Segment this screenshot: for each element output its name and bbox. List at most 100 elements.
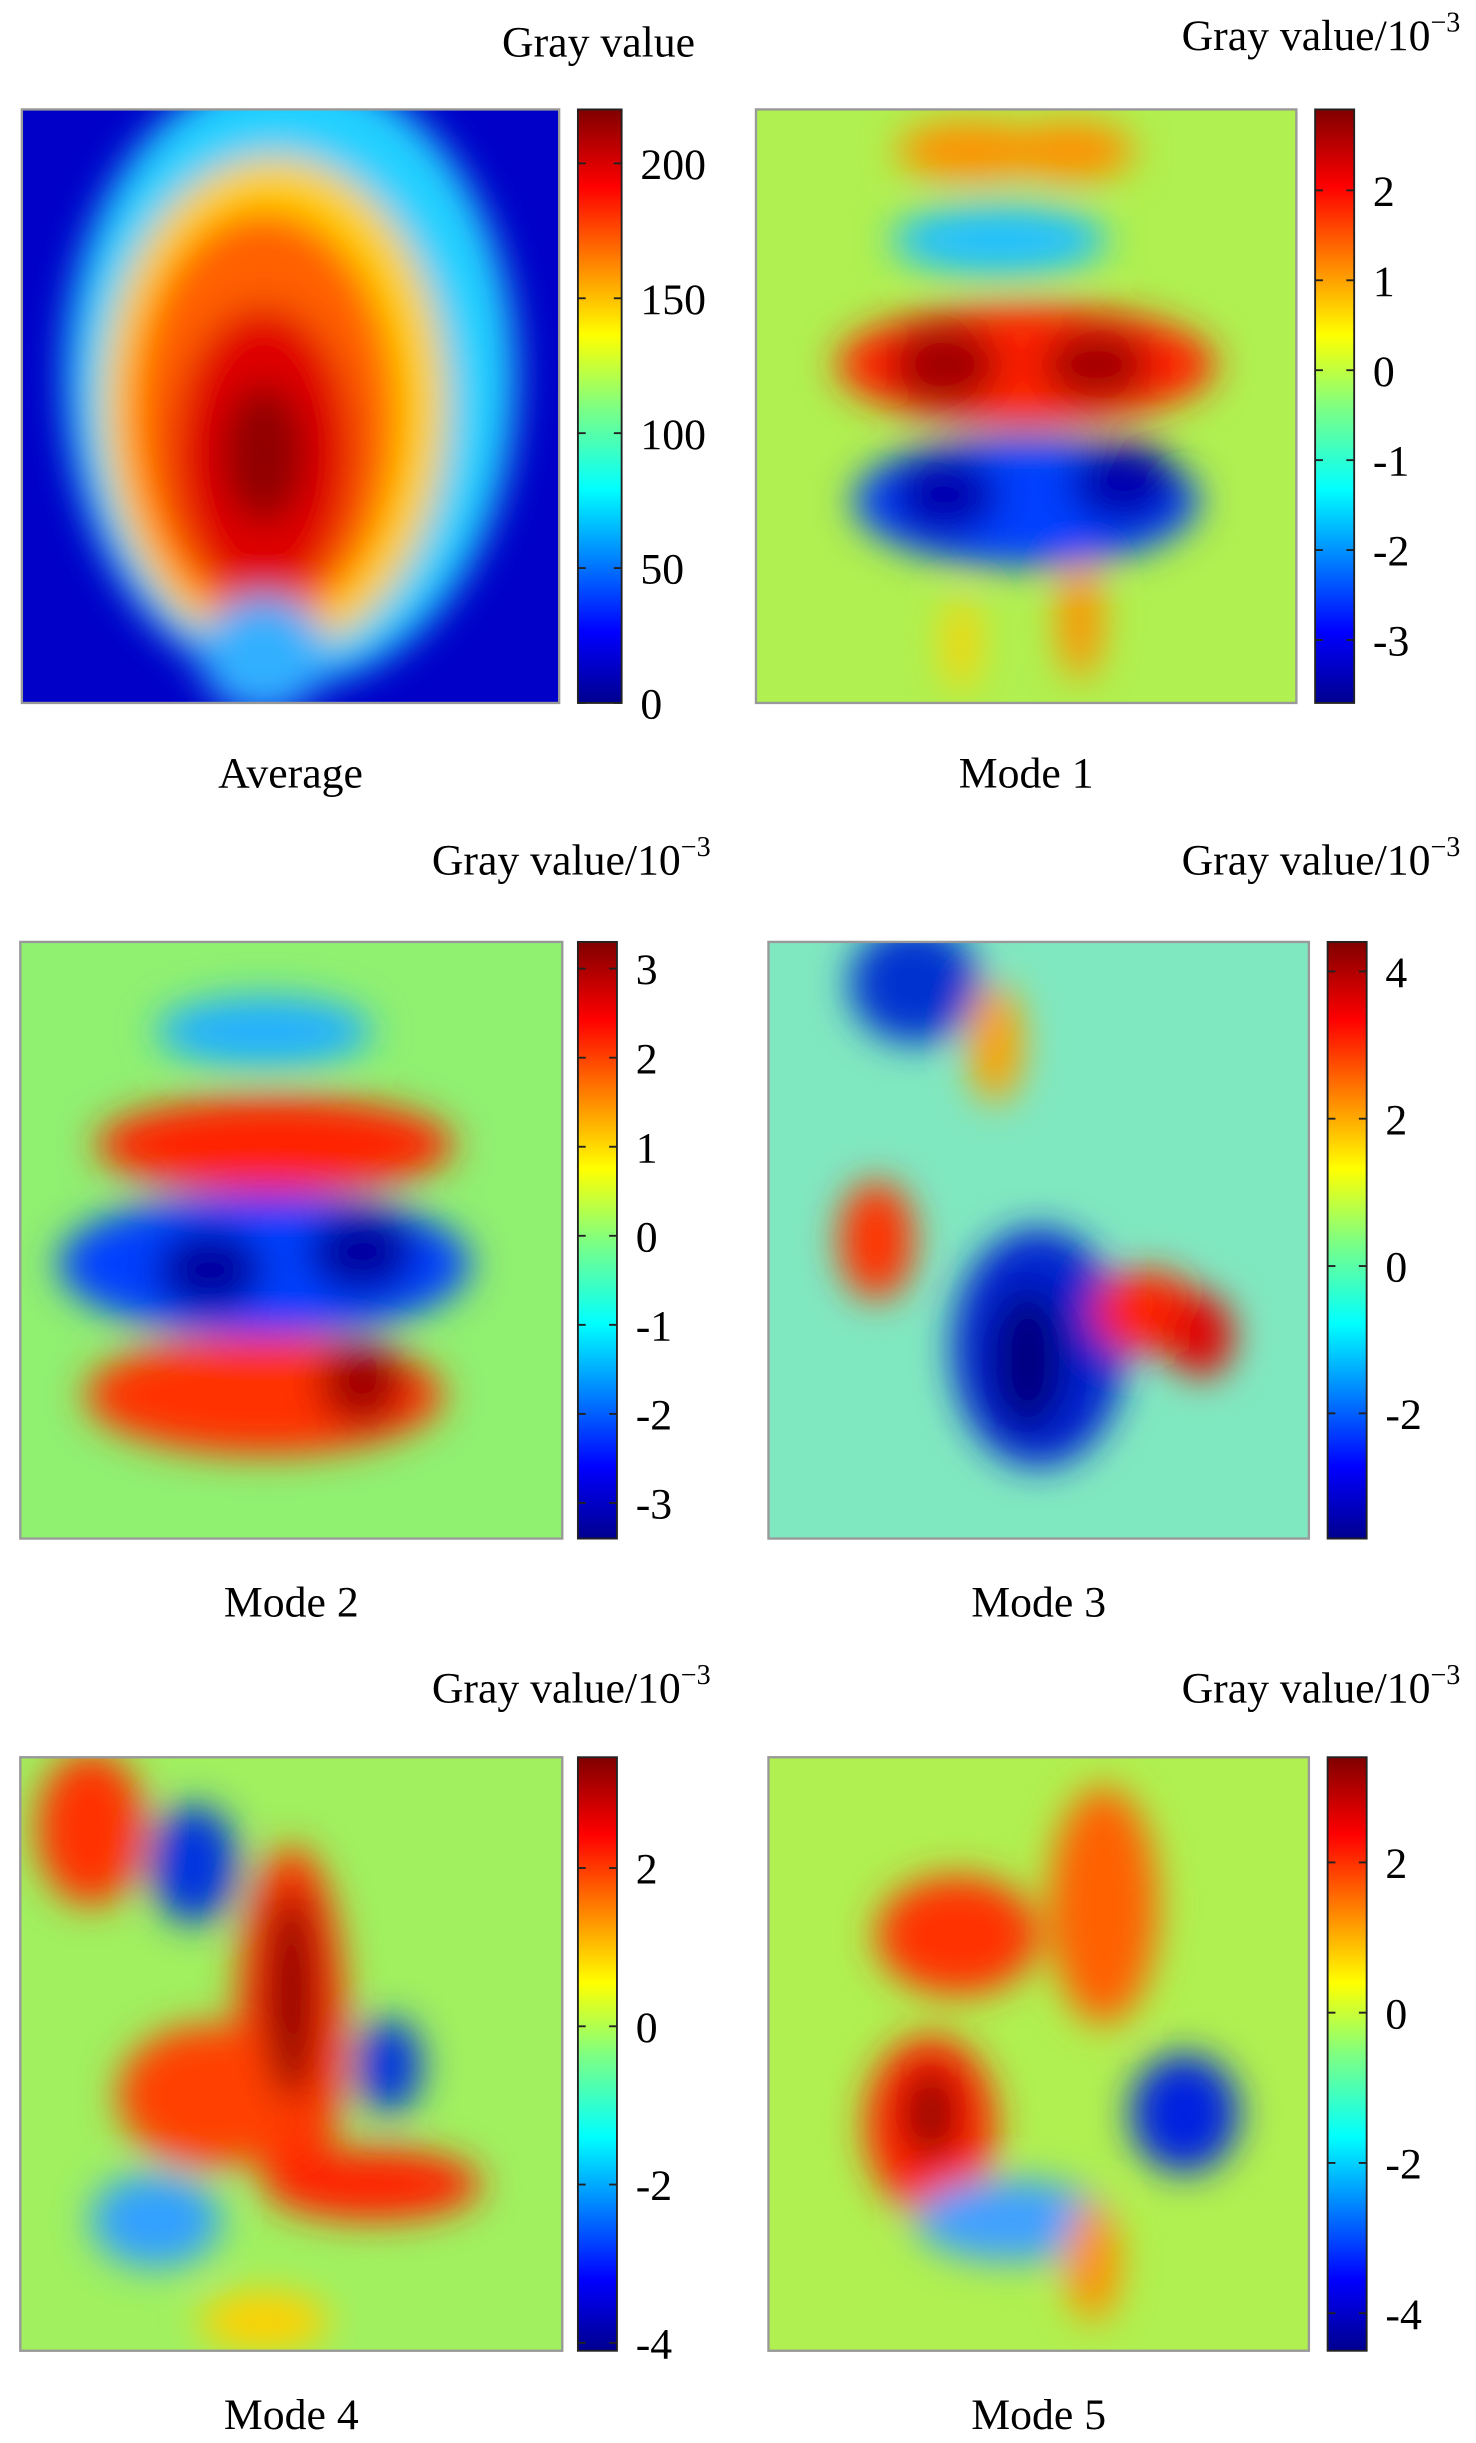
colorbar-label: Gray value/10−3 <box>1182 7 1461 60</box>
heatmap-blob <box>903 2065 958 2161</box>
panel-caption: Mode 3 <box>971 1579 1106 1627</box>
colorbar-tick-label: 0 <box>636 1213 658 1261</box>
colorbar-tick-label: -1 <box>636 1302 672 1350</box>
colorbar <box>1326 1756 1368 2352</box>
heatmap-blob <box>117 2024 303 2167</box>
heatmap-blob <box>264 1887 319 2102</box>
heatmap-blob <box>891 204 1108 276</box>
colorbar-tick-label: 100 <box>640 411 706 459</box>
colorbar-label: Gray value/10−3 <box>432 1660 711 1713</box>
heatmap-blob <box>155 995 373 1068</box>
heatmap-blob <box>968 983 1023 1104</box>
colorbar-tick-label: -4 <box>636 2320 673 2368</box>
heatmap <box>20 941 563 1539</box>
colorbar-tick-label: -2 <box>636 1392 672 1440</box>
colorbar-tick-label: -2 <box>636 2162 672 2210</box>
heatmap-blob <box>36 1757 145 1906</box>
heatmap <box>768 941 1309 1539</box>
colorbar-tick-label: 1 <box>1373 258 1395 306</box>
heatmap-frame <box>767 940 1311 1540</box>
panel-caption: Mode 1 <box>959 749 1094 797</box>
heatmap-blob <box>891 323 1000 407</box>
heatmap-blob <box>356 2018 422 2114</box>
heatmap-blob <box>90 2172 221 2268</box>
heatmap-blob <box>914 2178 1109 2262</box>
panel-caption: Mode 4 <box>224 2391 359 2439</box>
colorbar-tick-label: 0 <box>640 681 662 729</box>
colorbar-label-exponent: −3 <box>1430 1660 1460 1691</box>
colorbar-tick-label: 50 <box>640 546 684 594</box>
colorbar-label-exponent: −3 <box>681 1660 711 1691</box>
heatmap <box>768 1757 1309 2351</box>
colorbar-tick-label: 150 <box>640 276 706 324</box>
colorbar-tick-label: 1 <box>636 1124 658 1172</box>
colorbar-tick-label: 4 <box>1385 949 1407 997</box>
colorbar-label: Gray value <box>502 18 695 66</box>
heatmap <box>755 109 1297 703</box>
colorbar-tick-label: -2 <box>1385 2141 1421 2189</box>
heatmap-blob <box>155 1228 265 1312</box>
colorbar-label-text: Gray value/10 <box>1182 12 1431 60</box>
colorbar-tick-label: 3 <box>636 946 658 994</box>
colorbar-label-exponent: −3 <box>681 832 711 863</box>
heatmap-blob <box>945 596 978 692</box>
heatmap-field <box>837 121 1216 692</box>
colorbar-tick-label: 0 <box>1373 348 1395 396</box>
colorbar-label: Gray value/10−3 <box>1182 832 1461 885</box>
heatmap-blob <box>150 1804 238 1924</box>
heatmap-field <box>64 109 517 703</box>
colorbar-label: Gray value/10−3 <box>432 832 711 885</box>
heatmap-blob <box>318 1341 406 1426</box>
colorbar <box>1326 940 1368 1540</box>
heatmap <box>21 109 560 703</box>
colorbar-label-exponent: −3 <box>1430 832 1460 863</box>
heatmap-frame <box>767 1756 1311 2352</box>
colorbar-label-text: Gray value <box>502 18 695 66</box>
colorbar-tick-label: 200 <box>640 141 706 189</box>
colorbar-tick-label: 2 <box>1385 1096 1407 1144</box>
colorbar-label: Gray value/10−3 <box>1182 1660 1461 1713</box>
heatmap-frame <box>20 108 561 705</box>
colorbar-label-text: Gray value/10 <box>432 837 681 885</box>
panel-caption: Mode 5 <box>971 2391 1106 2439</box>
heatmap-frame <box>754 108 1298 705</box>
heatmap-blob <box>1069 441 1178 525</box>
heatmap-blob <box>896 121 1048 181</box>
heatmap-blob <box>220 382 307 525</box>
colorbar-tick-label: 0 <box>636 2004 658 2052</box>
colorbar-tick-label: 0 <box>1385 1244 1407 1292</box>
colorbar <box>1314 108 1356 704</box>
heatmap-frame <box>19 1756 564 2352</box>
colorbar-label-exponent: −3 <box>1430 7 1460 38</box>
colorbar-label-text: Gray value/10 <box>1182 837 1431 885</box>
heatmap-frame <box>19 940 564 1540</box>
colorbar-tick-label: 2 <box>1373 168 1395 216</box>
heatmap-background <box>768 1757 1309 2351</box>
heatmap-blob <box>1042 329 1151 401</box>
heatmap-blob <box>1130 2053 1239 2173</box>
colorbar-label-text: Gray value/10 <box>1182 1665 1431 1713</box>
colorbar-tick-label: 2 <box>1385 1840 1407 1888</box>
colorbar-tick-label: 2 <box>636 1846 658 1894</box>
colorbar <box>576 940 618 1540</box>
heatmap-blob <box>96 1097 454 1193</box>
heatmap-blob <box>199 596 329 703</box>
heatmap-blob <box>1168 1293 1234 1378</box>
heatmap <box>20 1757 563 2351</box>
heatmap-field <box>865 1786 1239 2322</box>
colorbar-tick-label: -2 <box>1385 1391 1421 1439</box>
colorbar-tick-label: -3 <box>636 1481 672 1529</box>
heatmap-blob <box>849 941 980 1044</box>
heatmap-blob <box>1065 2202 1120 2322</box>
colorbar <box>576 108 623 704</box>
colorbar-tick-label: 0 <box>1385 1990 1407 2038</box>
heatmap-blob <box>1004 121 1135 181</box>
colorbar-tick-label: -4 <box>1385 2291 1422 2339</box>
heatmap-blob <box>990 1287 1066 1432</box>
heatmap-blob <box>891 453 1000 537</box>
colorbar-tick-label: -3 <box>1373 618 1409 666</box>
colorbar <box>576 1756 618 2352</box>
heatmap-field <box>58 995 471 1456</box>
